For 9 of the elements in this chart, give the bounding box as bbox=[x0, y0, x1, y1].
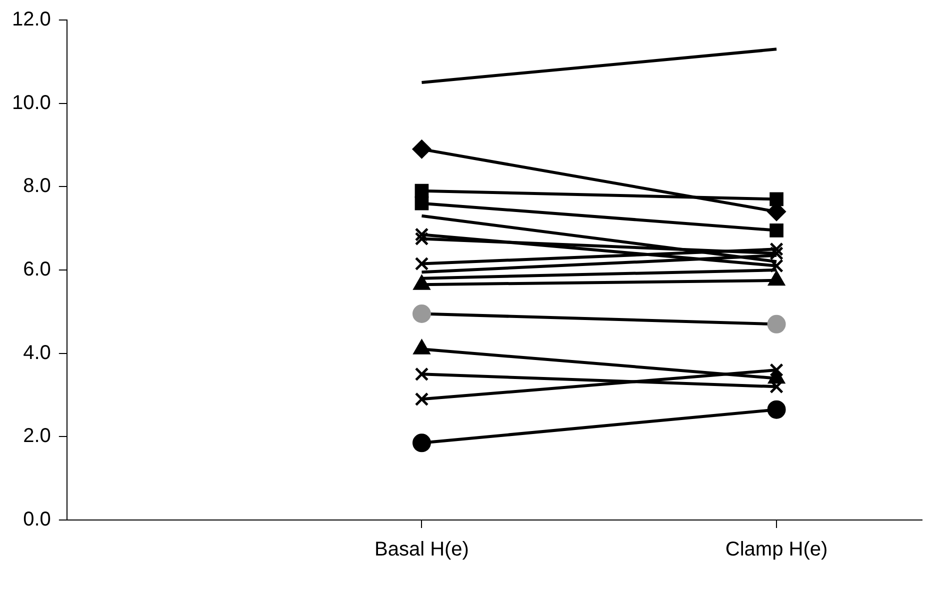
y-tick-label: 8.0 bbox=[23, 175, 51, 198]
x-tick-label: Basal H(e) bbox=[374, 538, 469, 561]
x-tick-label: Clamp H(e) bbox=[725, 538, 828, 561]
y-tick-label: 12.0 bbox=[12, 8, 51, 31]
y-tick-label: 0.0 bbox=[23, 508, 51, 531]
y-tick-label: 6.0 bbox=[23, 258, 51, 281]
y-tick-label: 10.0 bbox=[12, 92, 51, 114]
y-tick-label: 4.0 bbox=[23, 342, 51, 364]
y-tick-label: 2.0 bbox=[23, 425, 51, 448]
